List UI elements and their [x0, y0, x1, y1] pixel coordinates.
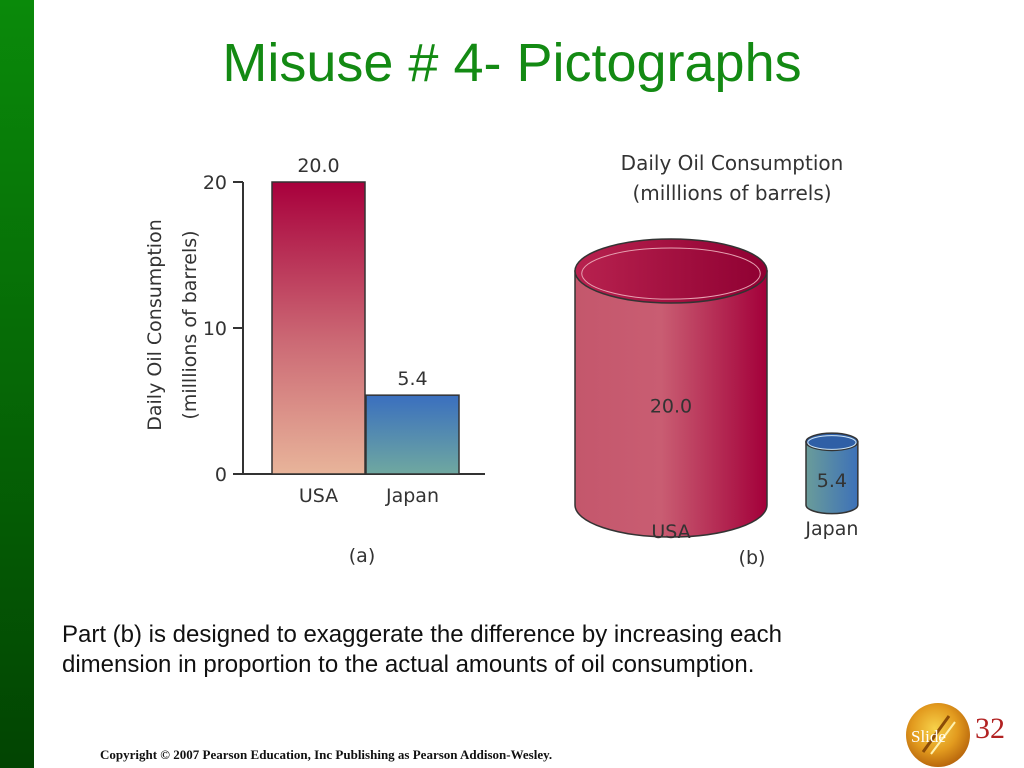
y-tick-label: 20 [203, 172, 227, 194]
bar-category-label: USA [299, 485, 338, 507]
bar-category-label: Japan [385, 485, 439, 507]
cylinder-category-label: Japan [804, 518, 858, 540]
pictograph-title-line2: (milllions of barrels) [632, 181, 831, 205]
bar-value-label: 20.0 [297, 155, 339, 177]
cylinder-value-label: 5.4 [817, 470, 847, 492]
y-axis-ticks: 0 10 20 [203, 172, 243, 486]
copyright-text: Copyright © 2007 Pearson Education, Inc … [100, 747, 553, 762]
charts-area: Daily Oil Consumption (milllions of barr… [144, 151, 859, 569]
caption-line-2: dimension in proportion to the actual am… [62, 651, 755, 678]
cylinder-usa: 20.0 USA [574, 238, 768, 543]
y-axis-title: Daily Oil Consumption (milllions of barr… [144, 219, 201, 431]
caption-line-1: Part (b) is designed to exaggerate the d… [62, 621, 782, 648]
y-tick-label: 10 [203, 318, 227, 340]
panel-label-b: (b) [739, 547, 766, 569]
cylinder-value-label: 20.0 [650, 396, 692, 418]
panel-label-a: (a) [349, 545, 375, 567]
bar-usa [271, 181, 366, 475]
bar-value-label: 5.4 [397, 368, 427, 390]
cylinder-category-label: USA [651, 521, 690, 543]
slide-badge-word: Slide [911, 727, 946, 746]
slide-number: 32 [975, 712, 1005, 745]
y-axis-title-line2: (milllions of barrels) [179, 230, 201, 419]
y-axis-title-line1: Daily Oil Consumption [144, 219, 166, 431]
bars-a: 20.0 USA 5.4 Japan [271, 155, 460, 507]
bar-chart-a: Daily Oil Consumption (milllions of barr… [144, 155, 485, 567]
pictograph-title-line1: Daily Oil Consumption [621, 151, 844, 175]
pictograph-b: Daily Oil Consumption (milllions of barr… [574, 151, 859, 569]
green-side-bar [0, 0, 34, 768]
slide-title: Misuse # 4- Pictographs [222, 33, 802, 93]
y-tick-label: 0 [215, 464, 227, 486]
cylinder-japan: 5.4 Japan [804, 432, 859, 540]
slide-badge-icon [906, 703, 970, 767]
cylinders-b: 20.0 USA 5.4 Japan [574, 238, 859, 543]
bar-japan [365, 394, 460, 475]
slide-caption: Part (b) is designed to exaggerate the d… [62, 620, 962, 680]
